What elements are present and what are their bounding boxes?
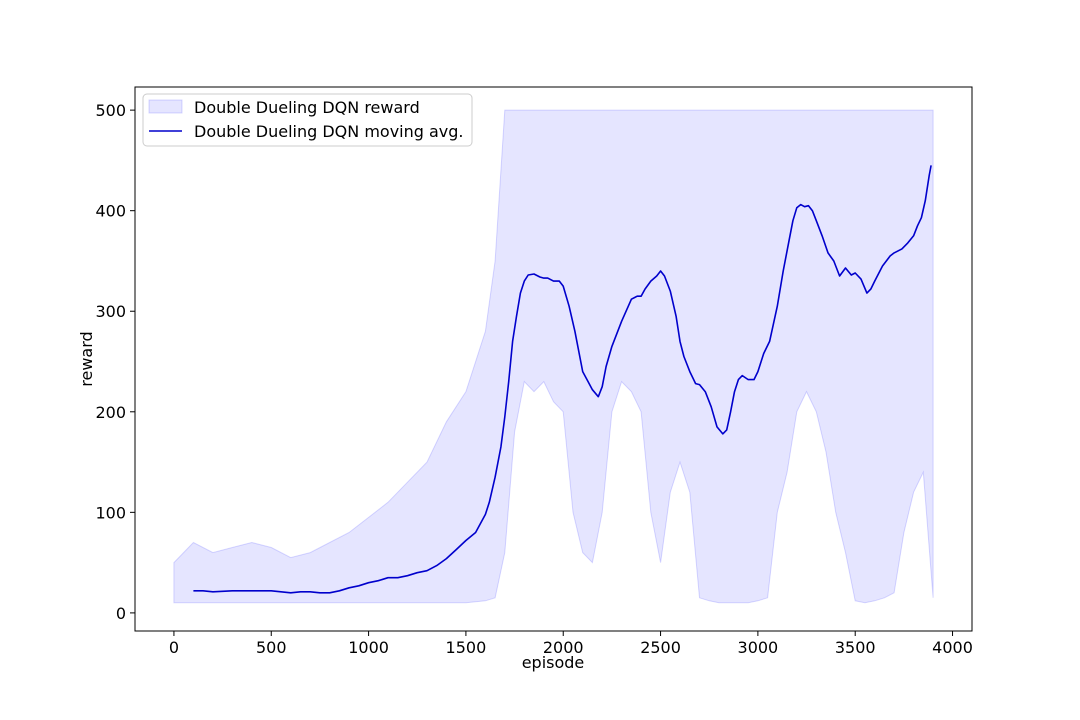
- y-tick-label: 200: [95, 403, 126, 422]
- x-tick-label: 0: [169, 638, 179, 657]
- x-axis: 0 500 1000 1500 2000 2500 3000 3500 4000: [169, 631, 973, 657]
- x-tick-label: 1000: [348, 638, 389, 657]
- legend: Double Dueling DQN reward Double Dueling…: [142, 93, 473, 147]
- legend-label-reward: Double Dueling DQN reward: [194, 98, 420, 117]
- plot-area: [135, 87, 972, 631]
- plot-frame: [134, 86, 973, 632]
- x-axis-label: episode: [522, 653, 585, 672]
- moving-average-line: [193, 165, 932, 594]
- y-tick-label: 100: [95, 503, 126, 522]
- x-tick-label: 500: [256, 638, 287, 657]
- y-axis-label: reward: [77, 331, 96, 386]
- legend-label-moving-avg: Double Dueling DQN moving avg.: [194, 122, 464, 141]
- reward-band: [173, 109, 934, 604]
- x-tick-label: 4000: [932, 638, 973, 657]
- x-tick-label: 3500: [835, 638, 876, 657]
- x-tick-label: 2000: [543, 638, 584, 657]
- y-tick-label: 0: [116, 604, 126, 623]
- y-tick-label: 400: [95, 202, 126, 221]
- reward-band-layer: [173, 109, 934, 604]
- x-tick-label: 1500: [446, 638, 487, 657]
- y-tick-label: 500: [95, 101, 126, 120]
- moving-average-layer: [193, 165, 932, 594]
- x-tick-label: 3000: [738, 638, 779, 657]
- y-axis: 0 100 200 300 400 500: [95, 101, 135, 623]
- legend-box: [142, 93, 473, 147]
- x-tick-label: 2500: [640, 638, 681, 657]
- legend-band-swatch: [148, 99, 183, 114]
- y-tick-label: 300: [95, 302, 126, 321]
